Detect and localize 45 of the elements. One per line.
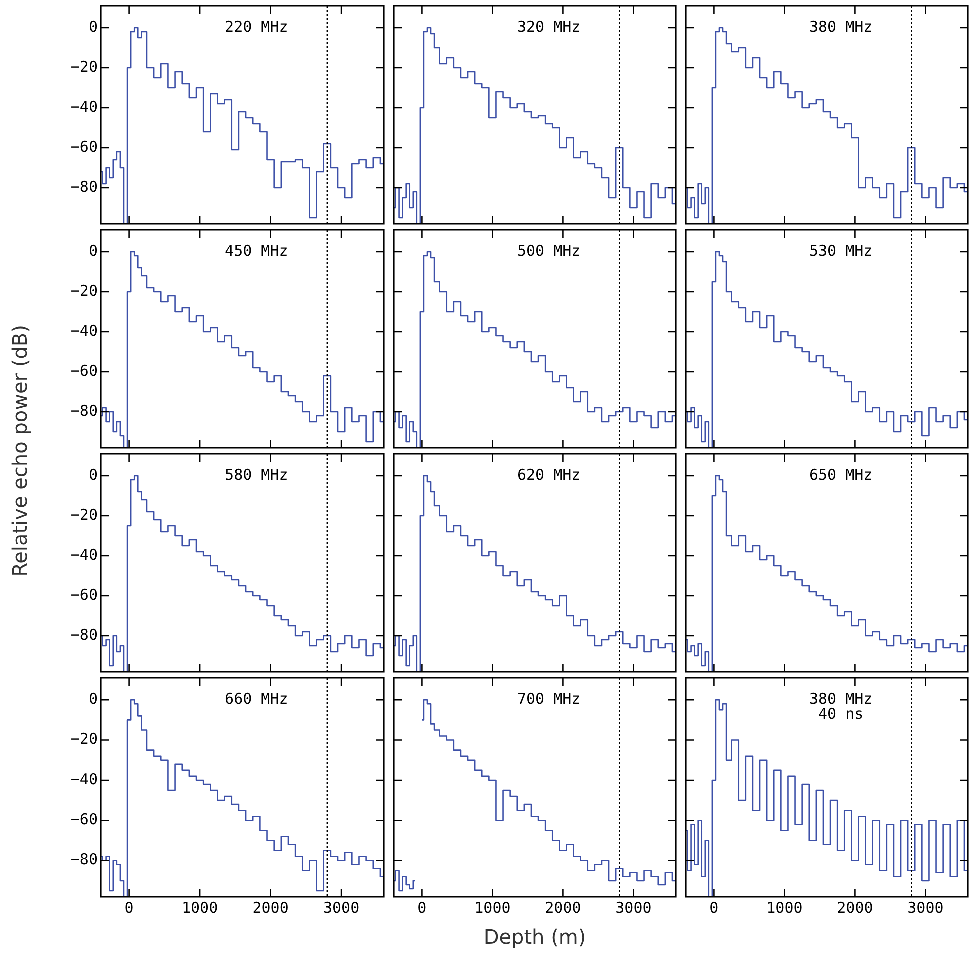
x-tick-label: 2000 [545,898,582,917]
y-tick-label: −20 [70,282,98,300]
y-tick-label: −80 [70,626,98,644]
y-tick-label: −80 [70,402,98,420]
y-tick-label: −20 [70,58,98,76]
y-tick-label: −80 [70,178,98,196]
x-tick-label: 2000 [252,898,289,917]
x-tick-label: 1000 [182,898,218,917]
x-tick-label: 0 [124,898,134,917]
y-tick-label: −60 [70,586,98,604]
y-tick-label: −60 [70,362,98,380]
y-tick-label: −80 [70,850,98,869]
x-tick-label: 0 [418,898,427,917]
y-tick-label: −60 [70,138,98,156]
x-tick-label: 3000 [616,898,652,917]
annotation: 450 MHz [225,242,288,260]
x-tick-label: 1000 [474,898,511,917]
annotation: 700 MHz [517,690,581,708]
x-tick-label: 3000 [908,898,944,917]
y-tick-label: −60 [70,810,98,829]
annotation: 320 MHz [517,18,581,36]
annotation: 580 MHz [225,466,288,484]
y-tick-label: −40 [70,770,98,788]
y-axis-title: Relative echo power (dB) [8,325,32,577]
y-tick-label: −40 [70,546,98,564]
annotation: 620 MHz [517,466,581,484]
y-tick-label: −20 [70,730,98,748]
annotation: 650 MHz [809,466,873,484]
annotation: 660 MHz [225,690,288,708]
annotation: 500 MHz [517,242,581,260]
x-tick-label: 1000 [766,898,803,917]
y-tick-label: 0 [88,18,98,36]
annotation: 220 MHz [225,18,288,36]
y-tick-label: −20 [70,506,98,524]
x-tick-label: 3000 [323,898,360,917]
annotation: 530 MHz [809,242,873,260]
y-tick-label: 0 [88,466,98,484]
y-tick-label: 0 [88,242,98,260]
x-axis-title: Depth (m) [484,925,586,949]
x-tick-label: 0 [710,898,719,917]
y-tick-label: −40 [70,98,98,116]
annotation: 380 MHz [809,18,873,36]
y-tick-label: −40 [70,322,98,340]
y-tick-label: 0 [88,690,98,708]
x-tick-label: 2000 [837,898,874,917]
